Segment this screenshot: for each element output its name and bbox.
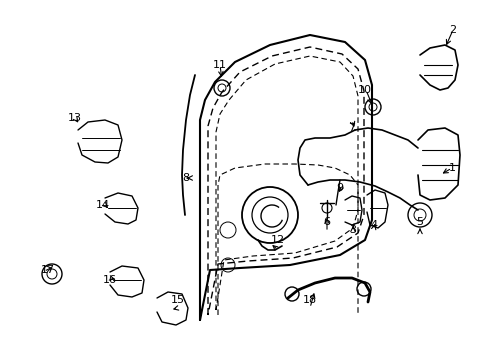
Text: 16: 16	[103, 275, 117, 285]
Text: 12: 12	[270, 235, 285, 245]
Text: 18: 18	[303, 295, 316, 305]
Text: 13: 13	[68, 113, 82, 123]
Text: 14: 14	[96, 200, 110, 210]
Text: 3: 3	[349, 225, 356, 235]
Text: 9: 9	[336, 183, 343, 193]
Text: 5: 5	[416, 217, 423, 227]
Text: 6: 6	[323, 217, 330, 227]
Text: 8: 8	[182, 173, 189, 183]
Text: 7: 7	[348, 123, 355, 133]
Text: 15: 15	[171, 295, 184, 305]
Text: 17: 17	[41, 265, 55, 275]
Text: 2: 2	[448, 25, 456, 35]
Text: 1: 1	[447, 163, 454, 173]
Text: 4: 4	[370, 220, 377, 230]
Text: 11: 11	[213, 60, 226, 70]
Text: 10: 10	[357, 85, 371, 95]
